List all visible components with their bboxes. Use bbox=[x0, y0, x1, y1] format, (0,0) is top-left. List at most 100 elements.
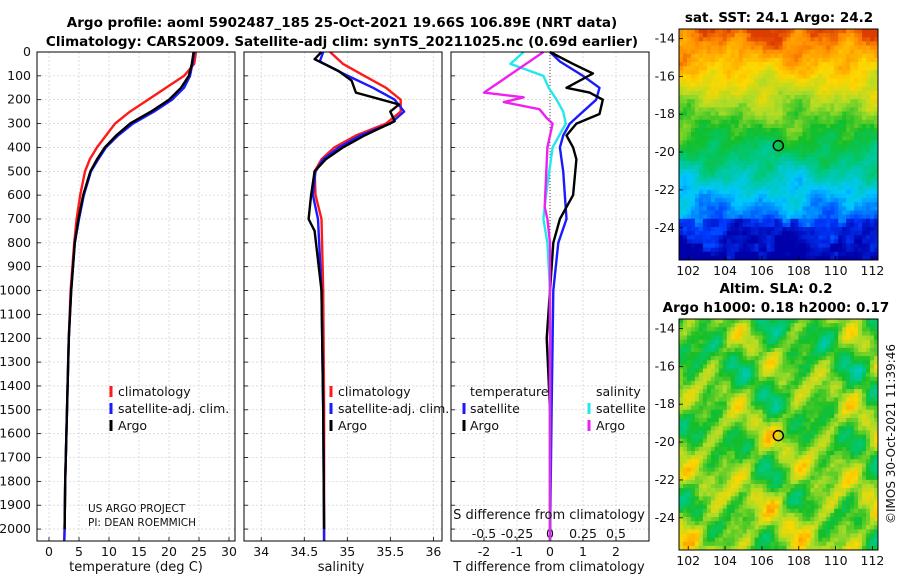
map-cell bbox=[846, 255, 851, 261]
map-cell bbox=[862, 319, 867, 324]
map-cell bbox=[706, 128, 712, 133]
map-cell bbox=[742, 173, 748, 178]
map-cell bbox=[838, 161, 843, 166]
map-cell bbox=[838, 169, 843, 174]
map-cell bbox=[802, 74, 807, 79]
map-cell bbox=[806, 319, 811, 324]
map-cell bbox=[679, 70, 684, 75]
map-cell bbox=[854, 422, 859, 427]
map-cell bbox=[730, 218, 736, 224]
map-cell bbox=[814, 123, 819, 129]
map-cell bbox=[846, 405, 851, 411]
depth-tick-label: 600 bbox=[7, 187, 31, 202]
map-cell bbox=[846, 218, 851, 224]
map-cell bbox=[742, 459, 748, 464]
series-line-climatology bbox=[313, 51, 402, 541]
map-cell bbox=[750, 467, 756, 473]
map-cell bbox=[706, 463, 712, 468]
map-cell bbox=[762, 247, 767, 253]
map-cell bbox=[782, 173, 787, 178]
map-cell bbox=[679, 111, 684, 117]
map-cell bbox=[698, 467, 704, 473]
map-cell bbox=[738, 255, 744, 261]
map-cell bbox=[858, 70, 863, 75]
map-cell bbox=[810, 218, 815, 224]
map-cell bbox=[782, 360, 787, 365]
map-cell bbox=[870, 128, 875, 133]
map-cell bbox=[686, 352, 692, 357]
map-cell bbox=[786, 152, 791, 158]
map-cell bbox=[862, 90, 867, 96]
map-cell bbox=[810, 434, 815, 440]
map-cell bbox=[679, 123, 684, 129]
map-cell bbox=[858, 339, 863, 345]
map-cell bbox=[758, 380, 763, 386]
map-cell bbox=[698, 376, 704, 382]
map-cell bbox=[814, 152, 819, 158]
map-cell bbox=[710, 409, 716, 415]
depth-tick-label: 0 bbox=[23, 44, 31, 59]
map-cell bbox=[766, 413, 771, 419]
map-cell bbox=[706, 86, 712, 92]
map-cell bbox=[746, 86, 752, 92]
map-cell bbox=[842, 438, 847, 444]
map-cell bbox=[782, 364, 787, 369]
map-cell bbox=[858, 136, 863, 141]
map-cell bbox=[778, 364, 783, 369]
map-cell bbox=[730, 409, 736, 415]
map-cell bbox=[854, 401, 859, 407]
map-cell bbox=[722, 380, 728, 386]
map-cell bbox=[682, 430, 688, 435]
map-cell bbox=[850, 202, 855, 207]
map-cell bbox=[818, 231, 823, 236]
map-cell bbox=[750, 372, 756, 378]
map-cell bbox=[698, 37, 704, 42]
map-cell bbox=[794, 409, 799, 415]
map-cell bbox=[870, 210, 875, 216]
map-cell bbox=[726, 368, 732, 374]
map-cell bbox=[790, 148, 795, 154]
map-cell bbox=[690, 181, 696, 187]
map-cell bbox=[774, 82, 779, 88]
map-cell bbox=[730, 255, 736, 261]
map-cell bbox=[770, 463, 775, 468]
map-cell bbox=[758, 426, 763, 431]
map-cell bbox=[814, 177, 819, 183]
map-cell bbox=[742, 107, 748, 112]
x-tick-label: 5 bbox=[75, 544, 83, 559]
map-cell bbox=[746, 372, 752, 378]
map-cell bbox=[766, 210, 771, 216]
map-cell bbox=[802, 364, 807, 369]
map-cell bbox=[866, 57, 871, 63]
map-cell bbox=[782, 442, 787, 448]
map-cell bbox=[754, 29, 759, 34]
map-cell bbox=[858, 115, 863, 121]
map-cell bbox=[726, 227, 732, 232]
map-cell bbox=[686, 119, 692, 125]
map-cell bbox=[786, 194, 791, 199]
map-cell bbox=[690, 169, 696, 174]
map-cell bbox=[822, 156, 827, 162]
map-cell bbox=[774, 62, 779, 67]
map-cell bbox=[694, 210, 700, 216]
map-cell bbox=[738, 426, 744, 431]
map-cell bbox=[862, 401, 867, 407]
map-cell bbox=[694, 446, 700, 452]
map-cell bbox=[826, 103, 831, 108]
map-cell bbox=[822, 33, 827, 38]
map-cell bbox=[798, 99, 803, 104]
map-cell bbox=[818, 247, 823, 253]
depth-tick-label: 1200 bbox=[0, 330, 31, 345]
map-cell bbox=[758, 74, 763, 79]
map-cell bbox=[874, 103, 879, 108]
map-cell bbox=[738, 90, 744, 96]
map-cell bbox=[826, 430, 831, 435]
map-cell bbox=[682, 323, 688, 328]
map-cell bbox=[714, 231, 720, 236]
map-cell bbox=[842, 446, 847, 452]
map-cell bbox=[746, 165, 752, 170]
map-cell bbox=[710, 471, 716, 477]
map-cell bbox=[786, 438, 791, 444]
map-cell bbox=[754, 451, 759, 456]
map-cell bbox=[750, 401, 756, 407]
